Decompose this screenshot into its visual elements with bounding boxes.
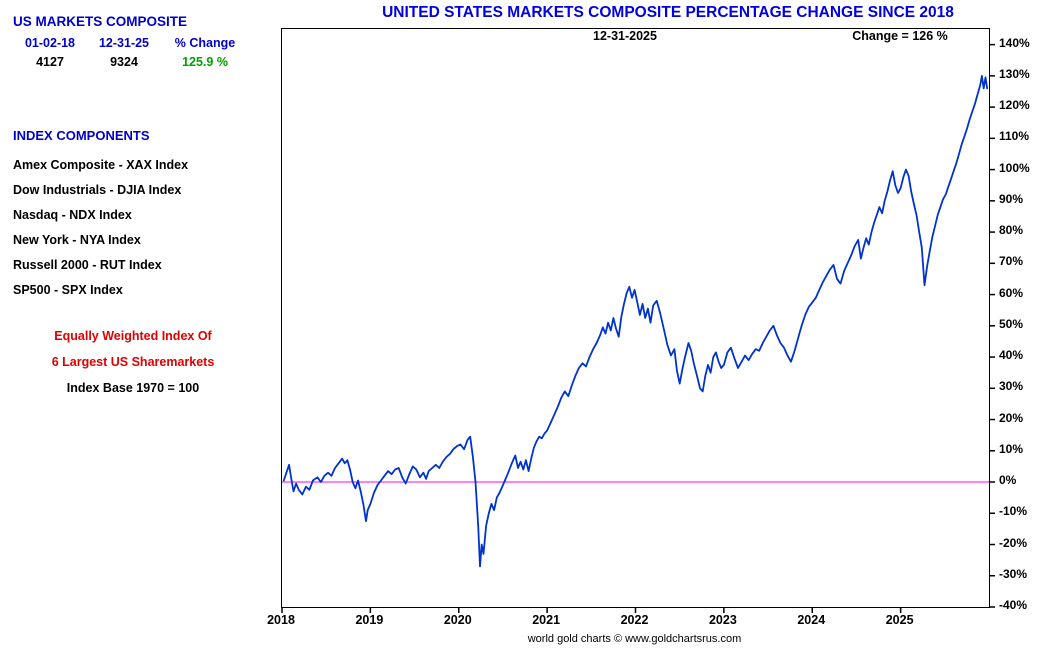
y-axis-label: 60% xyxy=(999,285,1024,300)
left-info-panel: US MARKETS COMPOSITE 01-02-18 12-31-25 %… xyxy=(0,0,270,650)
start-value: 4127 xyxy=(36,55,64,69)
summary-table-headers: 01-02-18 12-31-25 % Change xyxy=(14,36,252,50)
list-item: Amex Composite - XAX Index xyxy=(13,158,189,172)
y-axis-label: -40% xyxy=(999,598,1028,612)
x-axis-label: 2020 xyxy=(443,613,472,627)
note-sharemarkets: 6 Largest US Sharemarkets xyxy=(51,355,215,369)
plot-change-annotation: Change = 126 % xyxy=(852,29,948,43)
y-axis-label: -20% xyxy=(999,535,1028,550)
y-axis-label: 10% xyxy=(999,441,1024,456)
y-axis-label: 90% xyxy=(999,191,1024,206)
components-heading: INDEX COMPONENTS xyxy=(13,128,150,143)
y-axis-label: 40% xyxy=(999,348,1024,363)
list-item: Russell 2000 - RUT Index xyxy=(13,258,162,272)
x-axis-label: 2025 xyxy=(885,613,914,627)
y-axis-label: 0% xyxy=(999,473,1017,488)
y-axis-label: 110% xyxy=(999,129,1030,144)
y-axis-label: 20% xyxy=(999,410,1024,425)
page-title: UNITED STATES MARKETS COMPOSITE PERCENTA… xyxy=(382,4,954,21)
x-axis-label: 2021 xyxy=(532,613,561,627)
note-index-base: Index Base 1970 = 100 xyxy=(66,381,200,395)
pct-change-header: % Change xyxy=(174,36,236,50)
y-axis-label: 100% xyxy=(999,160,1030,175)
y-axis-label: 140% xyxy=(999,35,1030,50)
y-axis-label: -30% xyxy=(999,566,1028,581)
summary-table-values: 4127 9324 125.9 % xyxy=(14,55,252,69)
chart-plot-area xyxy=(281,28,995,613)
composite-heading: US MARKETS COMPOSITE xyxy=(13,14,188,29)
footer-credit: world gold charts © www.goldchartsrus.co… xyxy=(527,633,742,645)
x-axis-label: 2019 xyxy=(355,613,384,627)
start-date-header: 01-02-18 xyxy=(24,36,76,50)
list-item: SP500 - SPX Index xyxy=(13,283,123,297)
note-equally-weighted: Equally Weighted Index Of xyxy=(54,329,212,343)
y-axis-label: -10% xyxy=(999,504,1028,519)
list-item: Nasdaq - NDX Index xyxy=(13,208,132,222)
y-axis-label: 120% xyxy=(999,98,1030,113)
end-value: 9324 xyxy=(110,55,138,69)
x-axis-label: 2022 xyxy=(620,613,649,627)
y-axis-label: 130% xyxy=(999,66,1030,81)
pct-change-value: 125.9 % xyxy=(182,55,228,69)
list-item: Dow Industrials - DJIA Index xyxy=(13,183,182,197)
components-list: Amex Composite - XAX Index Dow Industria… xyxy=(13,153,188,303)
y-axis-label: 70% xyxy=(999,254,1024,269)
y-axis-label: 30% xyxy=(999,379,1024,394)
list-item: New York - NYA Index xyxy=(13,233,141,247)
plot-svg xyxy=(281,43,995,613)
end-date-header: 12-31-25 xyxy=(98,36,150,50)
x-axis-label: 2018 xyxy=(267,613,295,627)
x-axis-label: 2024 xyxy=(797,613,826,627)
y-axis-label: 80% xyxy=(999,223,1024,238)
plot-date-annotation: 12-31-2025 xyxy=(593,29,657,43)
x-axis-label: 2023 xyxy=(708,613,737,627)
y-axis-label: 50% xyxy=(999,316,1024,331)
